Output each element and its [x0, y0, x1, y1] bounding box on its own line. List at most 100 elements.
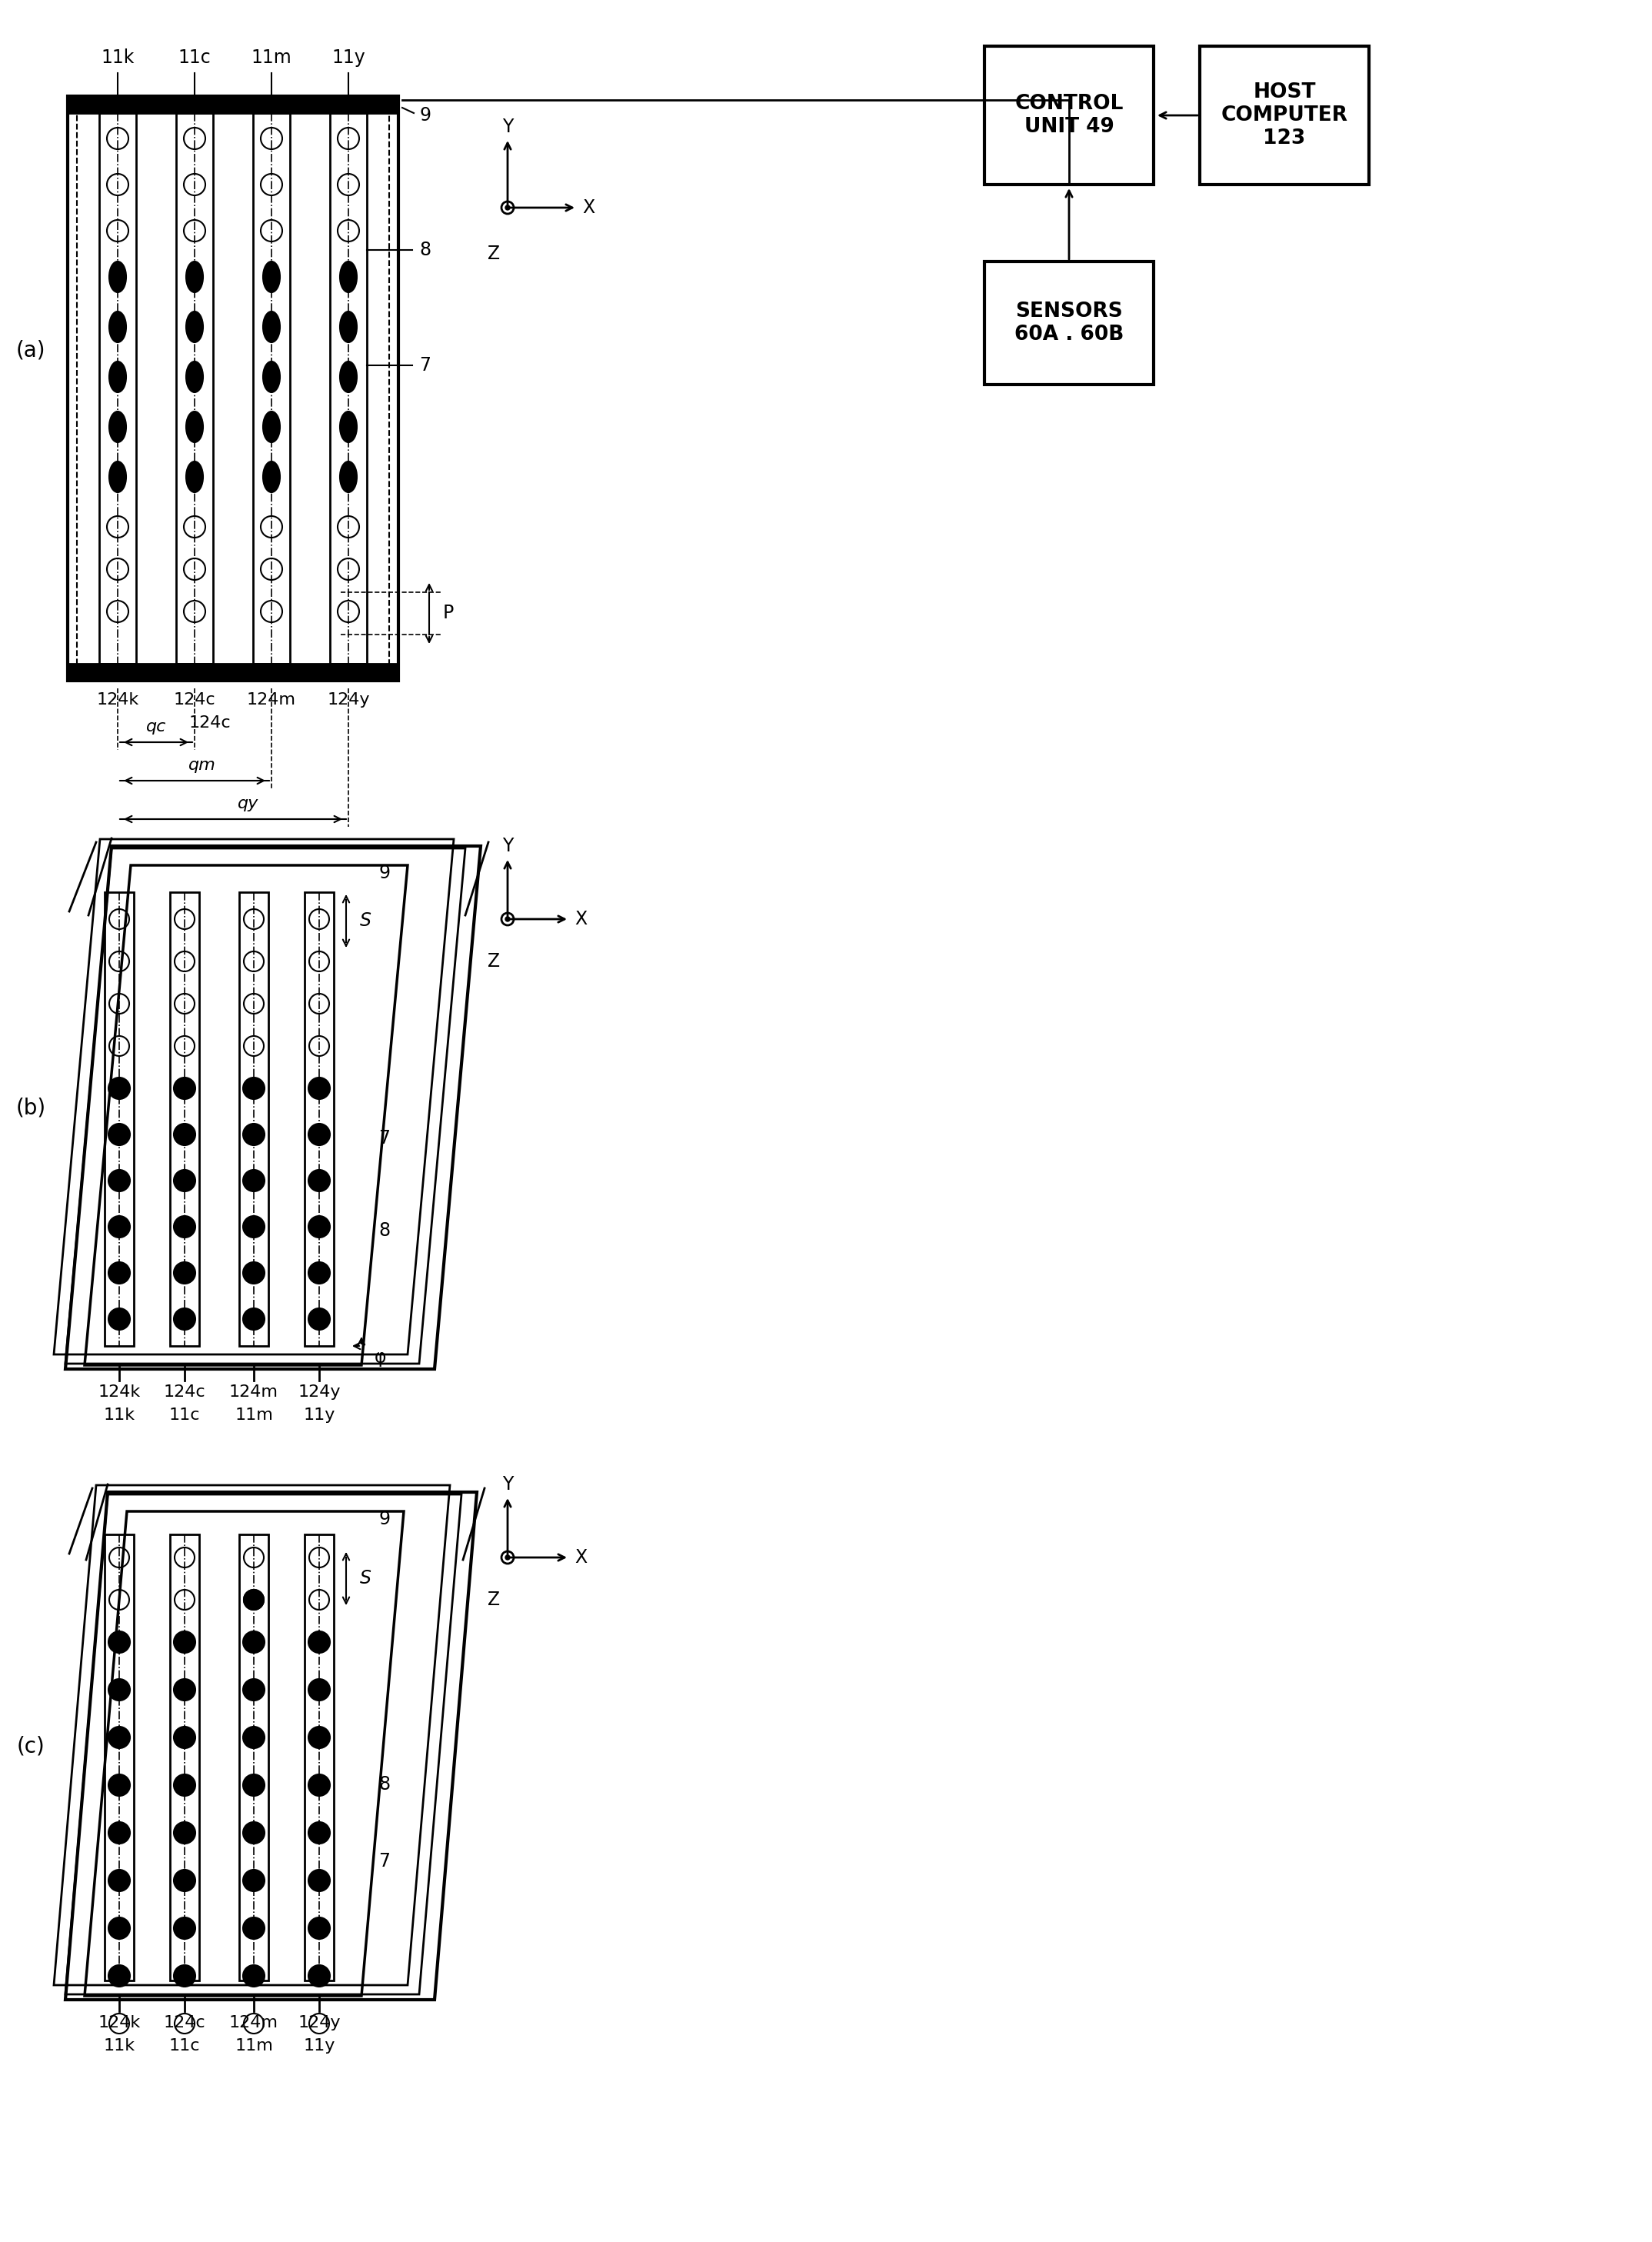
Bar	[304, 892, 334, 1345]
Text: Z: Z	[487, 953, 501, 971]
Circle shape	[243, 1632, 264, 1652]
Text: 11y: 11y	[304, 1408, 335, 1424]
Circle shape	[309, 1309, 330, 1330]
Circle shape	[243, 1870, 264, 1892]
Circle shape	[243, 1309, 264, 1330]
Text: Y: Y	[502, 117, 514, 137]
Circle shape	[309, 1215, 330, 1238]
Text: 11c: 11c	[178, 49, 211, 67]
Bar	[330, 112, 367, 664]
Text: 124y: 124y	[297, 1383, 340, 1399]
Bar	[99, 112, 135, 664]
Text: 124y: 124y	[297, 2016, 340, 2031]
Circle shape	[173, 1123, 195, 1146]
Circle shape	[173, 1679, 195, 1699]
Bar	[1199, 47, 1370, 184]
Text: CONTROL
UNIT 49: CONTROL UNIT 49	[1014, 94, 1123, 137]
Text: 9: 9	[378, 1509, 390, 1529]
Circle shape	[109, 1215, 131, 1238]
Circle shape	[173, 1309, 195, 1330]
Circle shape	[109, 1917, 131, 1939]
Circle shape	[109, 1632, 131, 1652]
Text: 7: 7	[420, 356, 431, 374]
Text: P: P	[443, 603, 454, 623]
Text: 124c: 124c	[164, 2016, 205, 2031]
Circle shape	[109, 1773, 131, 1796]
Circle shape	[309, 1823, 330, 1843]
Bar	[68, 664, 398, 682]
Text: 9: 9	[378, 863, 390, 881]
Bar	[985, 47, 1153, 184]
Ellipse shape	[187, 462, 203, 493]
Circle shape	[243, 1123, 264, 1146]
Text: Y: Y	[502, 1475, 514, 1493]
Ellipse shape	[340, 462, 357, 493]
Circle shape	[243, 1215, 264, 1238]
Text: 11c: 11c	[169, 2038, 200, 2054]
Text: Z: Z	[487, 244, 501, 262]
Bar	[104, 892, 134, 1345]
Ellipse shape	[109, 462, 126, 493]
Bar	[253, 112, 291, 664]
Text: 11k: 11k	[101, 49, 134, 67]
Ellipse shape	[187, 413, 203, 442]
Circle shape	[309, 1262, 330, 1285]
Text: X: X	[575, 910, 586, 928]
Text: 11y: 11y	[304, 2038, 335, 2054]
Circle shape	[109, 1823, 131, 1843]
Circle shape	[243, 1773, 264, 1796]
Text: 7: 7	[378, 1852, 390, 1870]
Text: 11m: 11m	[235, 2038, 273, 2054]
Circle shape	[173, 1823, 195, 1843]
Bar	[104, 1534, 134, 1980]
Ellipse shape	[187, 262, 203, 291]
Text: (c): (c)	[17, 1735, 45, 1758]
Circle shape	[243, 1262, 264, 1285]
Text: 124m: 124m	[230, 2016, 279, 2031]
Circle shape	[309, 1123, 330, 1146]
Text: 124c: 124c	[188, 715, 231, 731]
Circle shape	[309, 1917, 330, 1939]
Ellipse shape	[187, 361, 203, 392]
Circle shape	[309, 1632, 330, 1652]
Circle shape	[243, 1170, 264, 1191]
Circle shape	[243, 1679, 264, 1699]
Circle shape	[309, 1726, 330, 1749]
Text: 124c: 124c	[173, 693, 215, 708]
Bar	[68, 96, 398, 112]
Bar	[240, 892, 268, 1345]
Ellipse shape	[263, 312, 279, 343]
Circle shape	[109, 1679, 131, 1699]
Ellipse shape	[340, 262, 357, 291]
Text: 11k: 11k	[104, 2038, 135, 2054]
Text: qy: qy	[238, 796, 259, 812]
Text: 124m: 124m	[230, 1383, 279, 1399]
Circle shape	[109, 1123, 131, 1146]
Bar	[78, 105, 390, 670]
Circle shape	[243, 1966, 264, 1986]
Circle shape	[173, 1078, 195, 1099]
Text: (a): (a)	[17, 339, 46, 361]
Bar	[240, 1534, 268, 1980]
Text: 8: 8	[420, 240, 431, 260]
Text: qm: qm	[188, 758, 216, 773]
Ellipse shape	[340, 312, 357, 343]
Ellipse shape	[263, 413, 279, 442]
Circle shape	[506, 1556, 510, 1560]
Circle shape	[309, 1773, 330, 1796]
Text: 11m: 11m	[235, 1408, 273, 1424]
Circle shape	[243, 1823, 264, 1843]
Text: S: S	[360, 1569, 372, 1587]
Text: S: S	[360, 912, 372, 930]
Circle shape	[243, 1078, 264, 1099]
Circle shape	[173, 1632, 195, 1652]
Circle shape	[173, 1262, 195, 1285]
Ellipse shape	[109, 413, 126, 442]
Ellipse shape	[187, 312, 203, 343]
Text: 8: 8	[378, 1222, 390, 1240]
Ellipse shape	[109, 262, 126, 291]
Circle shape	[109, 1966, 131, 1986]
Circle shape	[243, 1917, 264, 1939]
Text: 11c: 11c	[169, 1408, 200, 1424]
Circle shape	[173, 1170, 195, 1191]
